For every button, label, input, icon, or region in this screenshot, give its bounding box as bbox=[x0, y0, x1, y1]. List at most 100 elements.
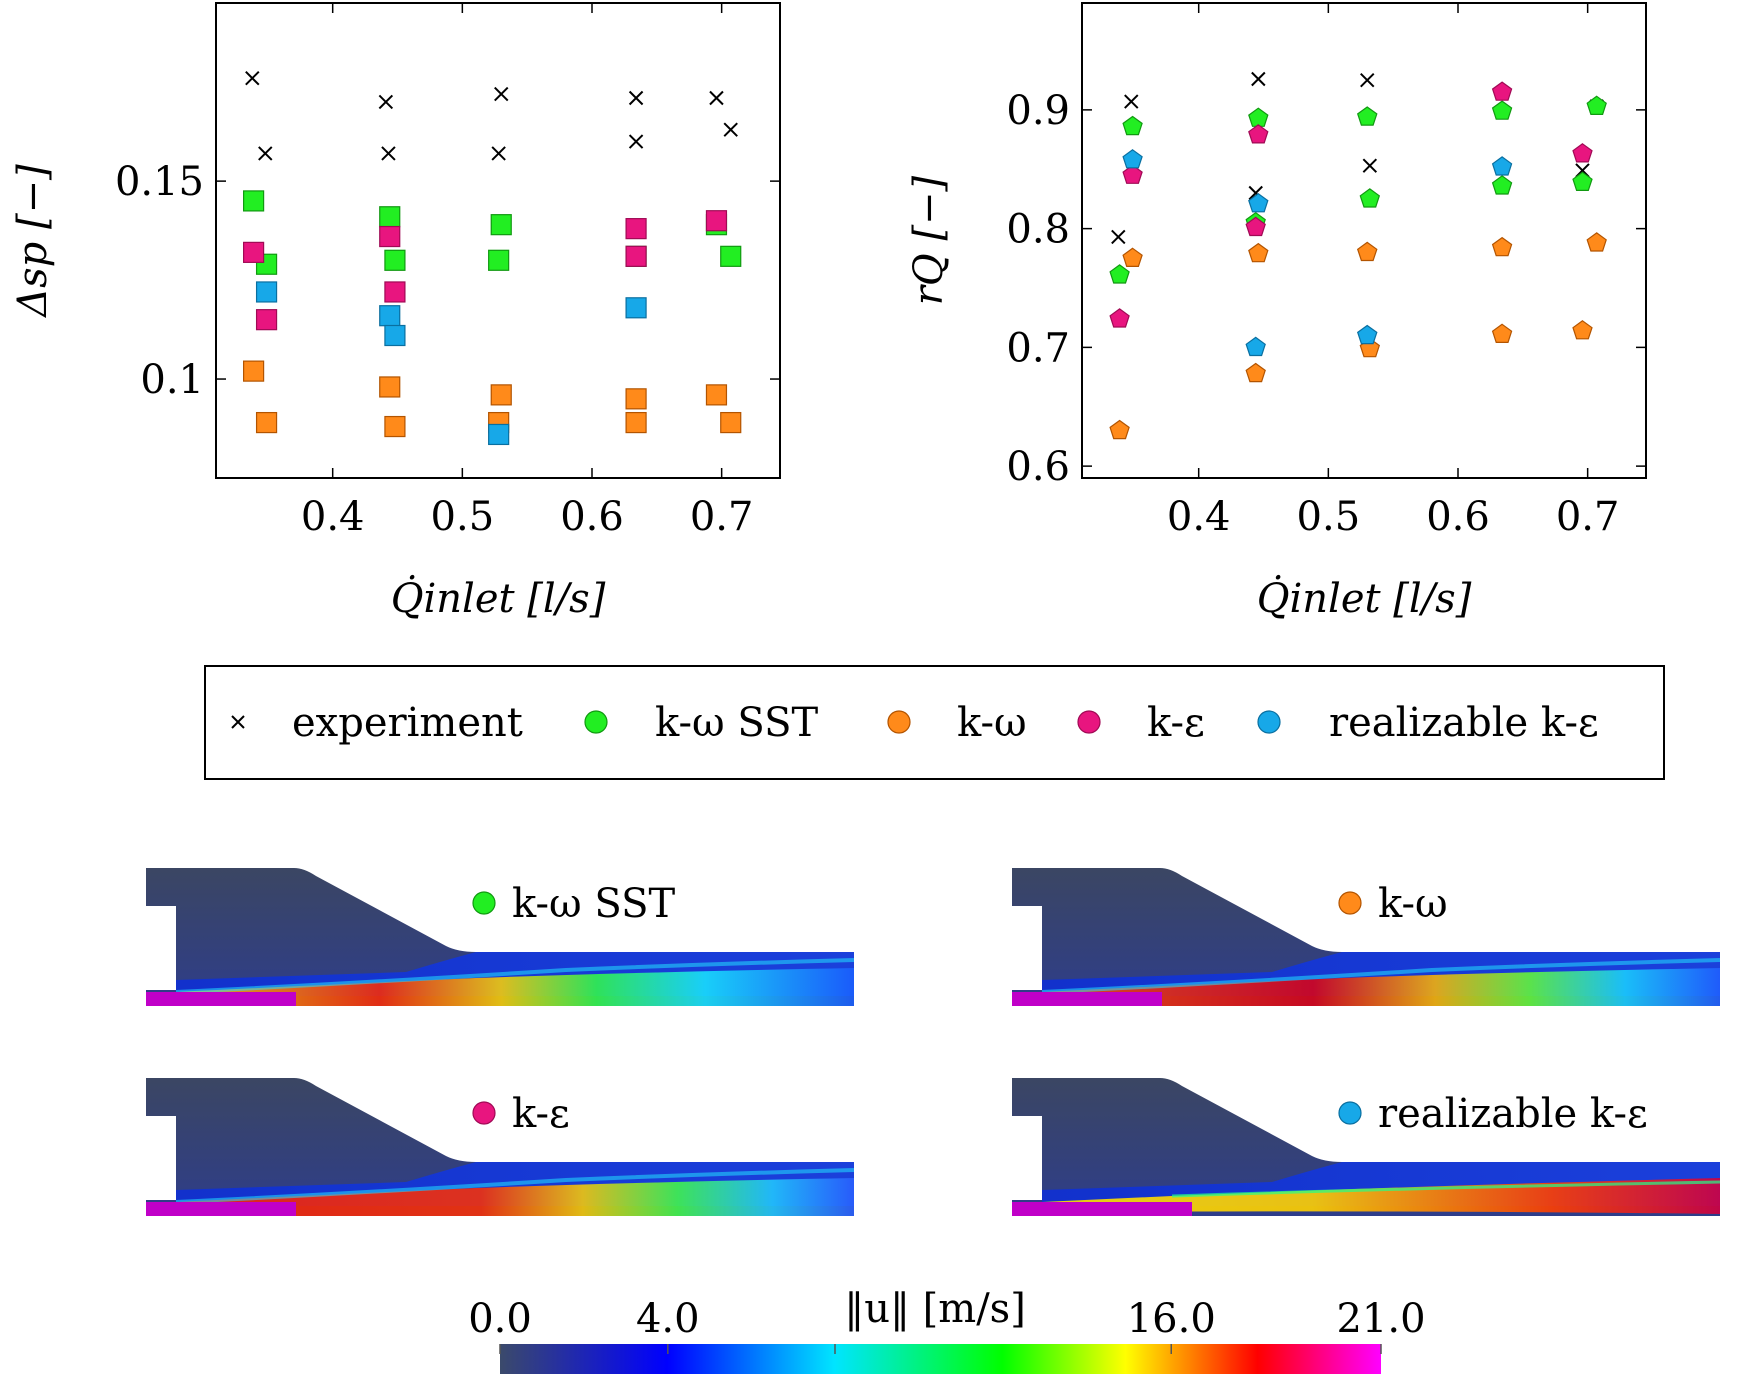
legend-label: k-ω SST bbox=[655, 700, 818, 746]
contour-model-marker bbox=[1338, 1101, 1362, 1125]
data-point-pentagon bbox=[1245, 362, 1266, 383]
data-point-pentagon bbox=[1586, 95, 1607, 116]
data-point-square bbox=[488, 249, 510, 271]
data-point-pentagon bbox=[1572, 143, 1593, 163]
data-point-pentagon bbox=[1248, 124, 1269, 144]
data-point-square bbox=[379, 376, 401, 398]
y-tick-label: 0.9 bbox=[1006, 88, 1070, 134]
x-tick-label: 0.6 bbox=[560, 494, 624, 540]
jet-shear-layer bbox=[175, 1168, 855, 1204]
legend-marker-circle bbox=[1077, 710, 1101, 734]
contour-model-label: k-ε bbox=[512, 1091, 570, 1137]
data-point-pentagon bbox=[1109, 308, 1130, 328]
data-point-square bbox=[625, 388, 647, 410]
data-point-pentagon bbox=[1491, 156, 1513, 176]
data-point-square bbox=[379, 305, 401, 327]
x-axis-label: Q̇inlet [l/s] bbox=[1257, 575, 1472, 622]
legend-marker-circle bbox=[1257, 710, 1281, 734]
contour-model-marker bbox=[1338, 891, 1362, 915]
data-point-square bbox=[379, 206, 401, 228]
data-point-square bbox=[384, 415, 406, 438]
data-point-pentagon bbox=[1491, 175, 1513, 195]
data-point-square bbox=[490, 214, 512, 236]
data-point-pentagon bbox=[1248, 192, 1269, 213]
x-axis-label: Q̇inlet [l/s] bbox=[391, 575, 606, 622]
jet-velocity-band bbox=[1042, 968, 1720, 1006]
y-axis-label: Δsp [−] bbox=[10, 164, 56, 319]
data-point-cross bbox=[378, 94, 394, 110]
data-point-pentagon bbox=[1109, 419, 1130, 440]
data-point-pentagon bbox=[1122, 247, 1143, 267]
series-rke bbox=[1122, 149, 1513, 357]
x-tick-label: 0.4 bbox=[301, 494, 365, 540]
chart-flow_ratio: 0.4 0.5 0.6 0.7 0.6 0.7 0.8 0.9 Q̇inlet [l/s] rQ … bbox=[906, 2, 1647, 622]
data-point-pentagon bbox=[1491, 236, 1513, 257]
colorbar-gradient bbox=[500, 1344, 1381, 1374]
x-tick-label: 0.4 bbox=[1167, 494, 1231, 540]
jet-shear-layer bbox=[1041, 958, 1721, 994]
jet-velocity-band bbox=[176, 968, 854, 1006]
data-point-square bbox=[720, 411, 742, 434]
data-point-cross bbox=[1111, 229, 1126, 245]
plot-frame bbox=[215, 2, 781, 479]
legend-marker-circle bbox=[887, 710, 911, 734]
data-point-square bbox=[488, 423, 510, 446]
series-kw_sst bbox=[1109, 95, 1607, 284]
data-point-square bbox=[379, 225, 401, 248]
data-point-pentagon bbox=[1491, 81, 1513, 101]
data-point-square bbox=[255, 309, 278, 331]
data-point-cross bbox=[491, 146, 506, 161]
series-ke bbox=[243, 210, 728, 331]
data-point-cross bbox=[723, 122, 738, 137]
series-experiment bbox=[1111, 71, 1604, 245]
x-tick-label: 0.7 bbox=[690, 494, 754, 540]
data-point-cross bbox=[709, 90, 724, 106]
data-point-cross bbox=[1124, 94, 1139, 109]
jet-shear-layer bbox=[1171, 1180, 1721, 1198]
contour-panel-kw: k-ω bbox=[1012, 868, 1721, 1006]
y-tick-label: 0.15 bbox=[115, 159, 204, 205]
data-point-cross bbox=[1251, 71, 1266, 87]
contour-model-label: k-ω SST bbox=[512, 881, 675, 927]
data-point-square bbox=[705, 384, 728, 406]
contour-panel-kw_sst: k-ω SST bbox=[146, 868, 855, 1006]
data-point-pentagon bbox=[1356, 241, 1378, 262]
inlet-jet-strip bbox=[1012, 992, 1162, 1006]
data-point-square bbox=[384, 281, 406, 303]
x-tick-label: 0.6 bbox=[1426, 494, 1490, 540]
data-point-cross bbox=[1362, 158, 1378, 173]
inlet-jet-strip bbox=[1012, 1202, 1192, 1216]
data-point-pentagon bbox=[1356, 106, 1378, 126]
contour-model-label: realizable k-ε bbox=[1378, 1091, 1648, 1137]
series-ke bbox=[1109, 81, 1593, 328]
series-kw_sst bbox=[243, 190, 742, 275]
contour-panel-ke: k-ε bbox=[146, 1078, 855, 1216]
legend-marker-circle bbox=[584, 710, 608, 734]
data-point-pentagon bbox=[1245, 216, 1266, 237]
data-point-square bbox=[255, 411, 278, 434]
data-point-square bbox=[243, 190, 265, 212]
legend-entry-ke: k-ε bbox=[1077, 700, 1205, 746]
legend-label: k-ε bbox=[1147, 700, 1205, 746]
colorbar-tick-label: 4.0 bbox=[636, 1296, 700, 1342]
data-point-cross bbox=[628, 134, 644, 149]
legend-label: realizable k-ε bbox=[1329, 700, 1599, 746]
jet-velocity-band bbox=[176, 1178, 854, 1216]
data-point-pentagon bbox=[1122, 149, 1143, 169]
x-tick-label: 0.7 bbox=[1556, 494, 1620, 540]
data-point-cross bbox=[258, 146, 273, 161]
data-point-pentagon bbox=[1122, 115, 1143, 136]
data-point-square bbox=[384, 249, 406, 271]
data-point-pentagon bbox=[1491, 323, 1513, 343]
legend-entry-rke: realizable k-ε bbox=[1257, 700, 1599, 746]
data-point-square bbox=[705, 210, 728, 232]
data-point-pentagon bbox=[1122, 164, 1143, 184]
data-point-pentagon bbox=[1359, 188, 1381, 208]
data-point-cross bbox=[245, 71, 260, 86]
data-point-square bbox=[243, 360, 265, 382]
data-point-pentagon bbox=[1245, 336, 1266, 357]
contour-panel-rke: realizable k-ε bbox=[1012, 1078, 1721, 1216]
contour-model-marker bbox=[472, 891, 496, 915]
legend-entry-experiment: experiment bbox=[231, 700, 523, 746]
